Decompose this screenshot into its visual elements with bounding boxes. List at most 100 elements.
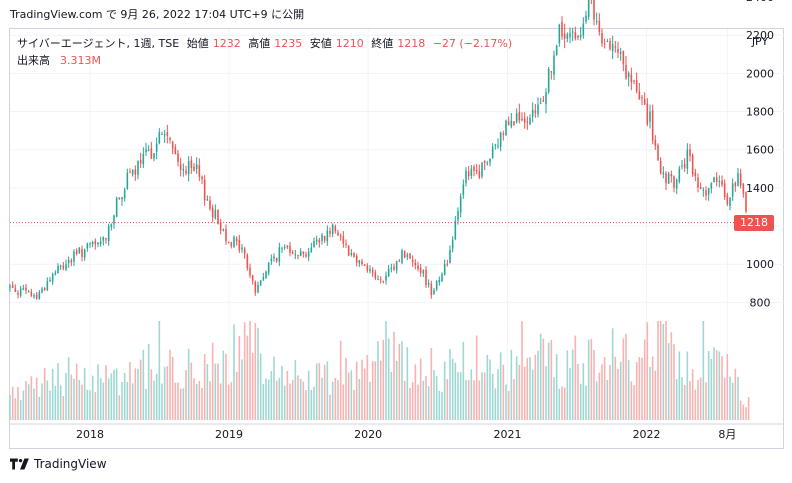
candle — [673, 175, 675, 193]
volume-bar — [502, 364, 505, 420]
volume-bar — [177, 382, 179, 420]
open-value: 1232 — [212, 37, 241, 50]
candle — [265, 270, 267, 279]
candle — [470, 164, 473, 180]
candle — [310, 242, 313, 253]
candle — [646, 98, 649, 127]
volume-bar — [665, 321, 667, 420]
candle — [27, 290, 30, 293]
high-value: 1235 — [274, 37, 303, 50]
volume-bar — [425, 376, 427, 420]
candle — [371, 267, 374, 277]
volume-bar — [667, 343, 670, 420]
volume-bar — [265, 378, 267, 420]
volume-bar — [337, 380, 339, 420]
candle — [222, 228, 225, 232]
volume-bar — [657, 321, 659, 420]
volume-bar — [78, 379, 81, 420]
candle — [649, 104, 651, 129]
volume-bar — [270, 371, 273, 420]
volume-bar — [369, 381, 371, 420]
volume-bar — [622, 338, 625, 420]
volume-bar — [438, 390, 441, 420]
volume-bar — [465, 379, 467, 420]
y-tick-label: 2400 — [746, 0, 774, 4]
volume-bar — [187, 348, 190, 420]
volume-bar — [137, 368, 139, 420]
volume-bar — [331, 381, 334, 420]
volume-bar — [595, 381, 598, 420]
volume-bar — [395, 360, 398, 420]
candle — [633, 79, 635, 85]
volume-bar — [721, 356, 723, 420]
candle — [411, 255, 414, 267]
candle — [219, 218, 222, 235]
volume-bar — [545, 366, 547, 420]
volume-bar — [635, 362, 638, 420]
volume-bar — [158, 321, 161, 420]
time-axis: 2018 2019 2020 2021 2022 8月 — [10, 423, 784, 441]
candle — [182, 163, 185, 177]
volume-bar — [555, 354, 558, 420]
volume-bar — [641, 357, 643, 420]
x-tick-label: 8月 — [718, 428, 736, 441]
candle — [158, 128, 161, 145]
candle — [667, 171, 670, 184]
candle — [337, 229, 339, 236]
candle — [449, 245, 451, 264]
candle — [686, 143, 689, 174]
volume-bar — [118, 395, 121, 420]
volume-bar — [481, 372, 483, 420]
candle — [75, 248, 78, 256]
volume-bar — [475, 335, 478, 420]
volume-bar — [363, 368, 366, 420]
volume-bar — [198, 380, 201, 420]
candle — [579, 27, 582, 41]
volume-bar — [571, 349, 574, 420]
volume-bar — [115, 368, 118, 420]
candle — [654, 135, 657, 150]
candle — [582, 17, 585, 39]
close-label: 終値 — [371, 37, 394, 50]
volume-bar — [590, 338, 593, 420]
volume-bar — [505, 384, 507, 420]
volume-bar — [619, 361, 622, 420]
volume-bar — [489, 359, 491, 420]
volume-bar — [678, 351, 681, 420]
volume-bar — [550, 339, 553, 420]
candle — [70, 258, 73, 267]
y-tick-label: 1800 — [746, 106, 774, 119]
candle — [251, 274, 254, 285]
candle — [401, 248, 403, 265]
volume-bar — [483, 372, 486, 420]
volume-bar — [494, 388, 497, 420]
volume-bar — [342, 384, 345, 420]
volume-bar — [449, 348, 451, 420]
volume-bar — [243, 322, 246, 420]
footer-brand[interactable]: TradingView — [10, 457, 107, 471]
volume-bar — [510, 349, 513, 420]
volume-bar — [379, 360, 382, 420]
volume-bar — [150, 369, 153, 420]
candle — [395, 260, 398, 274]
candle — [198, 158, 201, 182]
x-tick-label: 2019 — [215, 428, 243, 441]
x-tick-label: 2018 — [76, 428, 104, 441]
candle — [694, 168, 697, 182]
volume-bar — [249, 321, 251, 420]
candle — [598, 13, 601, 36]
candle — [483, 160, 486, 170]
candle — [17, 290, 19, 299]
volume-bar — [219, 383, 222, 420]
candle — [379, 276, 382, 284]
volume-bar — [75, 363, 78, 420]
volume-bar — [267, 379, 270, 420]
candle — [595, 12, 598, 25]
candle — [318, 237, 321, 248]
candle — [643, 92, 646, 106]
volume-bar — [99, 378, 102, 420]
candle — [614, 40, 617, 53]
volume-bar — [747, 397, 750, 420]
volume-bar — [41, 383, 43, 420]
